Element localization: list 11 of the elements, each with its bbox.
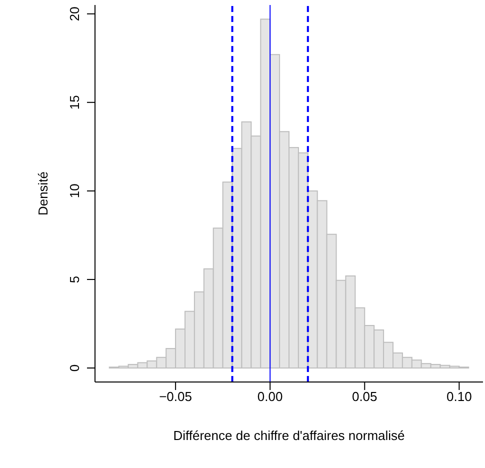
y-tick-label: 0 (67, 364, 82, 372)
y-tick-label: 15 (67, 95, 82, 110)
x-tick-label: 0.00 (257, 389, 283, 404)
x-tick-label: 0.05 (352, 389, 378, 404)
x-axis-title: Différence de chiffre d'affaires normalisé (173, 428, 405, 443)
y-axis-title: Densité (36, 171, 51, 216)
x-tick-label: −0.05 (159, 389, 192, 404)
y-tick-label: 20 (67, 6, 82, 22)
x-tick-label: 0.10 (446, 389, 472, 404)
y-tick-label: 10 (67, 184, 82, 198)
y-tick-label: 5 (67, 276, 82, 284)
